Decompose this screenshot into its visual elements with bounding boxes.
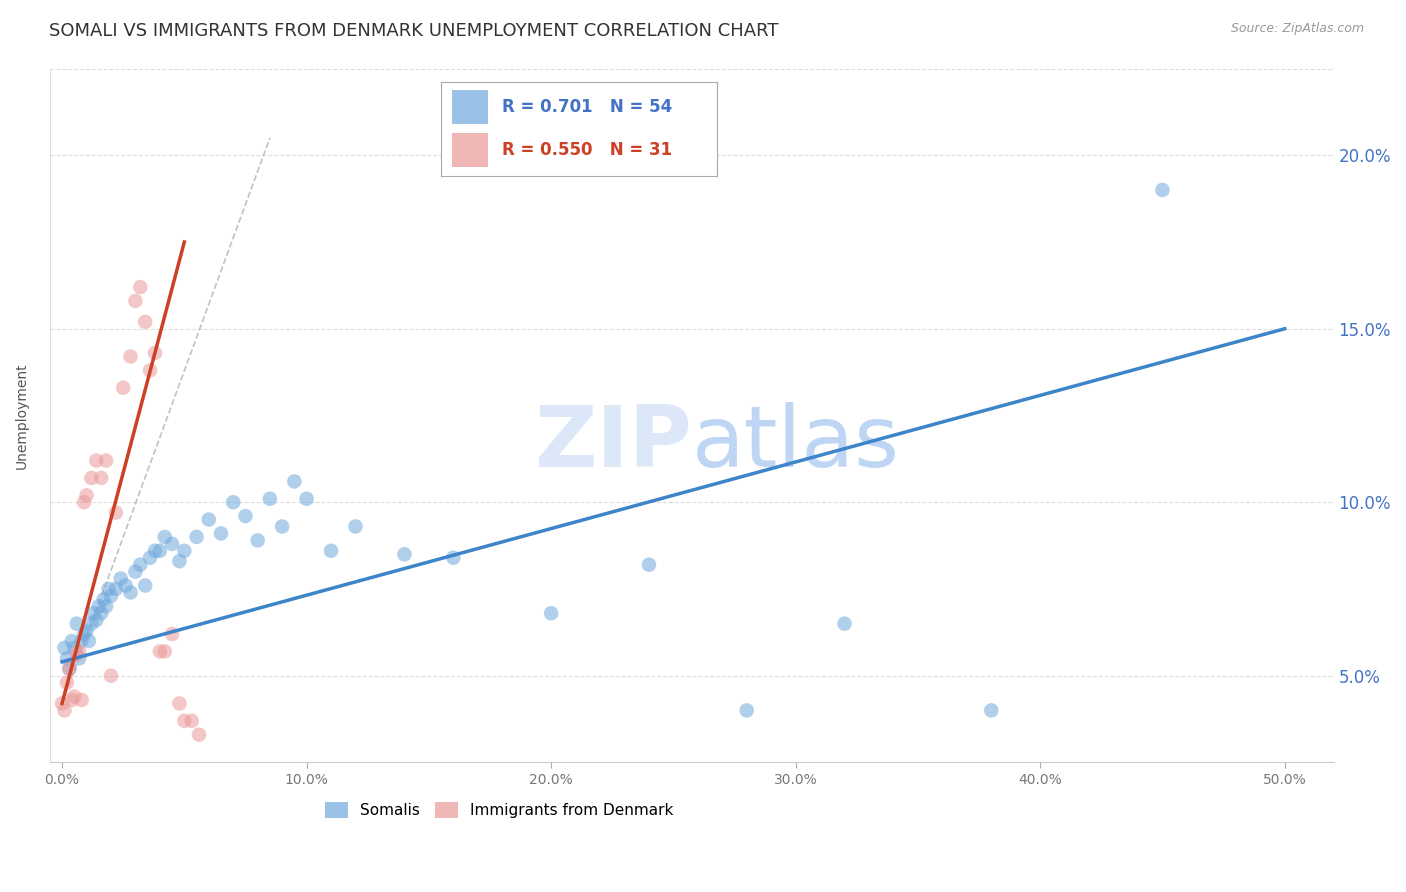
Point bbox=[104, 582, 127, 596]
Point bbox=[83, 606, 105, 620]
Point bbox=[129, 558, 152, 572]
Point bbox=[344, 519, 367, 533]
Text: SOMALI VS IMMIGRANTS FROM DENMARK UNEMPLOYMENT CORRELATION CHART: SOMALI VS IMMIGRANTS FROM DENMARK UNEMPL… bbox=[49, 22, 779, 40]
Point bbox=[540, 606, 562, 620]
Point bbox=[129, 280, 152, 294]
Point bbox=[73, 495, 96, 509]
Point bbox=[149, 543, 172, 558]
Point bbox=[143, 543, 166, 558]
Point bbox=[94, 453, 117, 467]
Point bbox=[77, 634, 100, 648]
Point bbox=[67, 644, 90, 658]
Point bbox=[980, 703, 1002, 717]
Point bbox=[110, 572, 132, 586]
Point bbox=[271, 519, 294, 533]
Point bbox=[80, 616, 103, 631]
Text: ZIP: ZIP bbox=[534, 401, 692, 484]
Point bbox=[139, 550, 162, 565]
Point bbox=[441, 550, 464, 565]
Point bbox=[112, 381, 135, 395]
Point bbox=[93, 592, 115, 607]
Point bbox=[63, 640, 86, 655]
Point bbox=[160, 627, 183, 641]
Point bbox=[180, 714, 202, 728]
Point bbox=[97, 582, 120, 596]
Legend: Somalis, Immigrants from Denmark: Somalis, Immigrants from Denmark bbox=[319, 796, 679, 824]
Point bbox=[173, 714, 195, 728]
Point bbox=[66, 648, 89, 662]
Point bbox=[67, 651, 90, 665]
Point bbox=[76, 624, 98, 638]
Point bbox=[90, 606, 112, 620]
Point bbox=[153, 644, 176, 658]
Point bbox=[60, 693, 83, 707]
Point bbox=[638, 558, 661, 572]
Point bbox=[120, 350, 142, 364]
Point bbox=[209, 526, 232, 541]
Point bbox=[87, 599, 110, 614]
Point bbox=[90, 471, 112, 485]
Point bbox=[134, 578, 156, 592]
Point bbox=[124, 565, 146, 579]
Point bbox=[53, 640, 76, 655]
Point bbox=[246, 533, 269, 548]
Point bbox=[197, 512, 219, 526]
Point bbox=[834, 616, 856, 631]
Y-axis label: Unemployment: Unemployment bbox=[15, 362, 30, 469]
Point bbox=[186, 530, 208, 544]
Point bbox=[188, 728, 211, 742]
Point bbox=[124, 293, 146, 308]
Point bbox=[76, 488, 98, 502]
Point bbox=[84, 453, 107, 467]
Point bbox=[169, 697, 191, 711]
Point bbox=[100, 669, 122, 683]
Point bbox=[114, 578, 136, 592]
Point bbox=[94, 599, 117, 614]
Point bbox=[319, 543, 342, 558]
Point bbox=[222, 495, 245, 509]
Point bbox=[153, 530, 176, 544]
Point bbox=[235, 509, 257, 524]
Point bbox=[143, 346, 166, 360]
Point bbox=[160, 537, 183, 551]
Point bbox=[60, 634, 83, 648]
Point bbox=[173, 543, 195, 558]
Point bbox=[80, 471, 103, 485]
Point bbox=[73, 627, 96, 641]
Point bbox=[66, 616, 89, 631]
Point bbox=[1152, 183, 1174, 197]
Text: atlas: atlas bbox=[692, 401, 900, 484]
Point bbox=[70, 693, 93, 707]
Point bbox=[735, 703, 758, 717]
Point bbox=[283, 475, 305, 489]
Point bbox=[104, 506, 127, 520]
Point bbox=[58, 662, 80, 676]
Text: Source: ZipAtlas.com: Source: ZipAtlas.com bbox=[1230, 22, 1364, 36]
Point bbox=[100, 589, 122, 603]
Point bbox=[394, 547, 416, 561]
Point bbox=[259, 491, 281, 506]
Point bbox=[58, 662, 80, 676]
Point bbox=[70, 634, 93, 648]
Point bbox=[295, 491, 318, 506]
Point bbox=[149, 644, 172, 658]
Point bbox=[84, 613, 107, 627]
Point bbox=[134, 315, 156, 329]
Point bbox=[56, 675, 79, 690]
Point bbox=[63, 690, 86, 704]
Point bbox=[139, 363, 162, 377]
Point bbox=[51, 697, 73, 711]
Point bbox=[53, 703, 76, 717]
Point bbox=[169, 554, 191, 568]
Point bbox=[120, 585, 142, 599]
Point bbox=[56, 651, 79, 665]
